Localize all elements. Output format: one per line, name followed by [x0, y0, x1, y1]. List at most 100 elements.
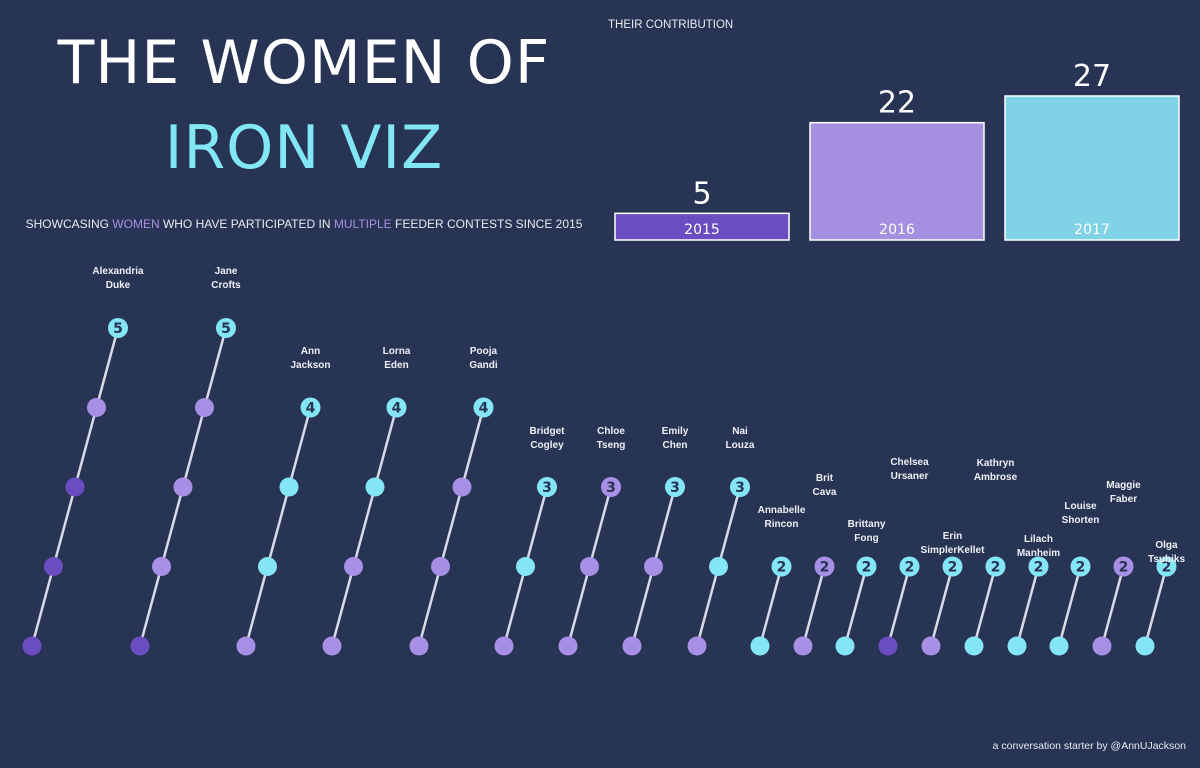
line-olga-tsubiks-total: 2	[1162, 560, 1172, 576]
line-maggie-faber-name-line-2: Faber	[1110, 494, 1137, 505]
line-alexandria-duke-dot-3	[65, 477, 85, 497]
line-jane-crofts-dot-5	[216, 318, 236, 338]
line-pooja-gandi-dot-3	[452, 477, 472, 497]
line-alexandria-duke-dot-5	[108, 318, 128, 338]
line-lorna-eden-total: 4	[392, 401, 402, 417]
line-lilach-manheim-dot-2	[1028, 556, 1049, 577]
line-bridget-cogley-name-line-2: Cogley	[530, 440, 564, 451]
line-olga-tsubiks-dot-1	[1135, 636, 1155, 656]
bar-2017	[1004, 95, 1180, 241]
line-alexandria-duke-total: 5	[113, 321, 123, 337]
line-pooja-gandi-name-line-2: Gandi	[469, 360, 498, 371]
line-nai-louza-name-line-2: Louza	[726, 440, 755, 451]
line-nai-louza-name-line-1: Nai	[732, 426, 748, 437]
line-louise-shorten-name-line-1: Louise	[1064, 501, 1097, 512]
line-maggie-faber-stem	[1100, 566, 1125, 647]
line-emily-chen-name-line-2: Chen	[663, 440, 688, 451]
line-lorna-eden-stem	[330, 407, 398, 647]
line-chelsea-ursaner-name-line-2: Ursaner	[891, 471, 929, 482]
line-brit-cava-stem	[801, 566, 826, 647]
line-olga-tsubiks-name-line-2: Tsubiks	[1148, 554, 1185, 565]
line-alexandria-duke-dot-2	[44, 557, 63, 576]
line-chloe-tseng-name-line-1: Chloe	[597, 426, 625, 437]
subtitle-part-2: WHO HAVE PARTICIPATED IN	[159, 217, 334, 231]
line-alexandria-duke-name-line-2: Duke	[106, 280, 131, 291]
line-louise-shorten-total: 2	[1076, 560, 1086, 576]
subtitle-highlight-multiple: MULTIPLE	[333, 217, 392, 231]
line-lorna-eden-dot-4	[386, 397, 407, 418]
line-ann-jackson-name-line-1: Ann	[301, 346, 320, 357]
line-nai-louza-dot-3	[730, 477, 750, 497]
line-louise-shorten-dot-2	[1070, 556, 1091, 577]
line-jane-crofts-name-line-1: Jane	[215, 266, 238, 277]
line-alexandria-duke-dot-4	[87, 398, 106, 417]
line-lorna-eden-dot-2	[344, 557, 363, 576]
subtitle: SHOWCASING WOMEN WHO HAVE PARTICIPATED I…	[0, 217, 608, 231]
line-lilach-manheim-name-line-2: Manheim	[1017, 548, 1060, 559]
bar-category-2016: 2016	[879, 222, 915, 238]
line-annabelle-rincon-name-line-1: Annabelle	[758, 505, 806, 516]
bar-value-2017: 27	[1073, 59, 1111, 94]
line-chelsea-ursaner-dot-1	[878, 636, 898, 656]
line-brittany-fong-name-line-1: Brittany	[848, 519, 886, 530]
line-erin-simplerkellet-stem	[929, 566, 954, 647]
line-nai-louza-dot-2	[709, 557, 728, 576]
line-jane-crofts-dot-1	[130, 636, 150, 656]
line-brittany-fong-dot-2	[856, 556, 877, 577]
line-jane-crofts-name-line-2: Crofts	[211, 280, 241, 291]
line-brit-cava-name-line-2: Cava	[813, 487, 837, 498]
line-pooja-gandi-dot-1	[409, 636, 429, 656]
line-lorna-eden-name-line-1: Lorna	[383, 346, 411, 357]
line-erin-simplerkellet-name-line-1: Erin	[943, 531, 962, 542]
line-emily-chen-dot-3	[665, 477, 685, 497]
line-jane-crofts-dot-4	[195, 398, 214, 417]
line-lorna-eden-dot-3	[365, 477, 385, 497]
line-jane-crofts-dot-3	[173, 477, 193, 497]
line-annabelle-rincon-dot-1	[750, 636, 770, 656]
line-brit-cava-dot-1	[793, 636, 813, 656]
subtitle-part-3: FEEDER CONTESTS SINCE 2015	[391, 217, 583, 231]
bar-value-2016: 22	[878, 86, 916, 121]
subtitle-part-1: SHOWCASING	[25, 217, 113, 231]
line-kathryn-ambrose-dot-1	[964, 636, 984, 656]
line-emily-chen-total: 3	[670, 480, 680, 496]
line-chelsea-ursaner-total: 2	[905, 560, 915, 576]
line-ann-jackson-dot-2	[258, 557, 277, 576]
line-jane-crofts-total: 5	[221, 321, 231, 337]
line-brit-cava-dot-2	[814, 556, 835, 577]
line-kathryn-ambrose-dot-2	[985, 556, 1006, 577]
line-emily-chen-dot-2	[644, 557, 663, 576]
line-maggie-faber-total: 2	[1119, 560, 1129, 576]
line-maggie-faber-dot-1	[1092, 636, 1112, 656]
line-erin-simplerkellet-total: 2	[948, 560, 958, 576]
line-annabelle-rincon-total: 2	[777, 560, 787, 576]
bar-value-2015: 5	[692, 176, 711, 211]
line-brittany-fong-total: 2	[862, 560, 872, 576]
title-line-1: THE WOMEN OF	[57, 28, 551, 98]
line-olga-tsubiks-dot-2	[1156, 556, 1177, 577]
line-ann-jackson-total: 4	[306, 401, 316, 417]
line-brit-cava-total: 2	[820, 560, 830, 576]
line-annabelle-rincon-dot-2	[771, 556, 792, 577]
line-bridget-cogley-name-line-1: Bridget	[530, 426, 566, 437]
line-maggie-faber-name-line-1: Maggie	[1106, 480, 1141, 491]
line-chloe-tseng-name-line-2: Tseng	[597, 440, 626, 451]
line-kathryn-ambrose-stem	[972, 566, 997, 647]
line-annabelle-rincon-name-line-2: Rincon	[765, 519, 799, 530]
line-louise-shorten-dot-1	[1049, 636, 1069, 656]
line-chelsea-ursaner-name-line-1: Chelsea	[890, 457, 929, 468]
line-bridget-cogley-dot-2	[516, 557, 535, 576]
line-chelsea-ursaner-stem	[886, 566, 911, 647]
line-chloe-tseng-total: 3	[606, 480, 616, 496]
line-ann-jackson-dot-1	[236, 636, 256, 656]
line-brittany-fong-name-line-2: Fong	[854, 533, 878, 544]
line-brit-cava-name-line-1: Brit	[816, 473, 834, 484]
line-lilach-manheim-dot-1	[1007, 636, 1027, 656]
line-lorna-eden-name-line-2: Eden	[384, 360, 408, 371]
line-lilach-manheim-stem	[1015, 566, 1040, 647]
line-lilach-manheim-name-line-1: Lilach	[1024, 534, 1053, 545]
line-pooja-gandi-name-line-1: Pooja	[470, 346, 498, 357]
bar-2015	[614, 212, 790, 241]
line-nai-louza-total: 3	[735, 480, 745, 496]
